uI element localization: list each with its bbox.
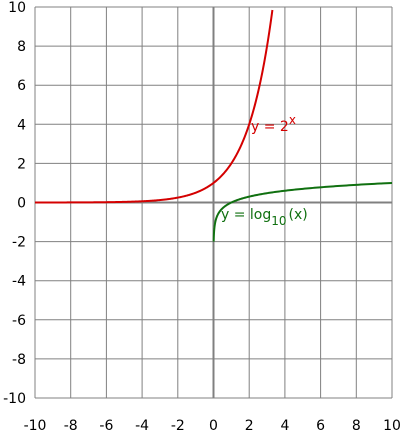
y-tick-label: 8 [17, 39, 26, 55]
exp-curve-label-base: y = 2 [251, 119, 289, 135]
y-tick-label: -4 [12, 274, 26, 290]
tick-labels: -10 -8 -6 -4 -2 0 2 4 6 8 10 -10 -8 -6 -4 -2 0 2 4 6 8 10 [3, 0, 400, 434]
y-tick-label: -2 [12, 235, 26, 251]
y-tick-label: 0 [17, 196, 26, 212]
x-tick-label: 4 [280, 418, 289, 434]
x-tick-label: 0 [209, 418, 218, 434]
y-tick-label: 10 [8, 0, 26, 16]
x-tick-label: -8 [64, 418, 78, 434]
x-tick-label: 6 [316, 418, 325, 434]
log-curve-label: y = log10 (x) [221, 207, 308, 228]
x-tick-label: 8 [352, 418, 361, 434]
exp-curve [35, 9, 274, 204]
y-tick-label: -8 [12, 352, 26, 368]
y-tick-label: -10 [3, 391, 26, 407]
y-tick-label: 2 [17, 156, 26, 172]
x-tick-label: 10 [383, 418, 400, 434]
y-tick-label: 6 [17, 78, 26, 94]
log-curve-label-subscript: 10 [271, 214, 286, 228]
y-tick-label: 4 [17, 117, 26, 133]
x-tick-label: -2 [171, 418, 185, 434]
series-group [35, 9, 393, 242]
y-tick-label: -6 [12, 313, 26, 329]
exp-curve-label: y = 2x [251, 113, 296, 135]
log-curve-label-suffix: (x) [289, 207, 308, 223]
log-curve-label-base: y = log [221, 207, 271, 223]
x-tick-label: -4 [135, 418, 149, 434]
x-tick-label: -6 [99, 418, 113, 434]
x-tick-label: -10 [24, 418, 47, 434]
log-curve [212, 181, 393, 242]
x-tick-label: 2 [245, 418, 254, 434]
exp-curve-label-superscript: x [289, 113, 296, 127]
